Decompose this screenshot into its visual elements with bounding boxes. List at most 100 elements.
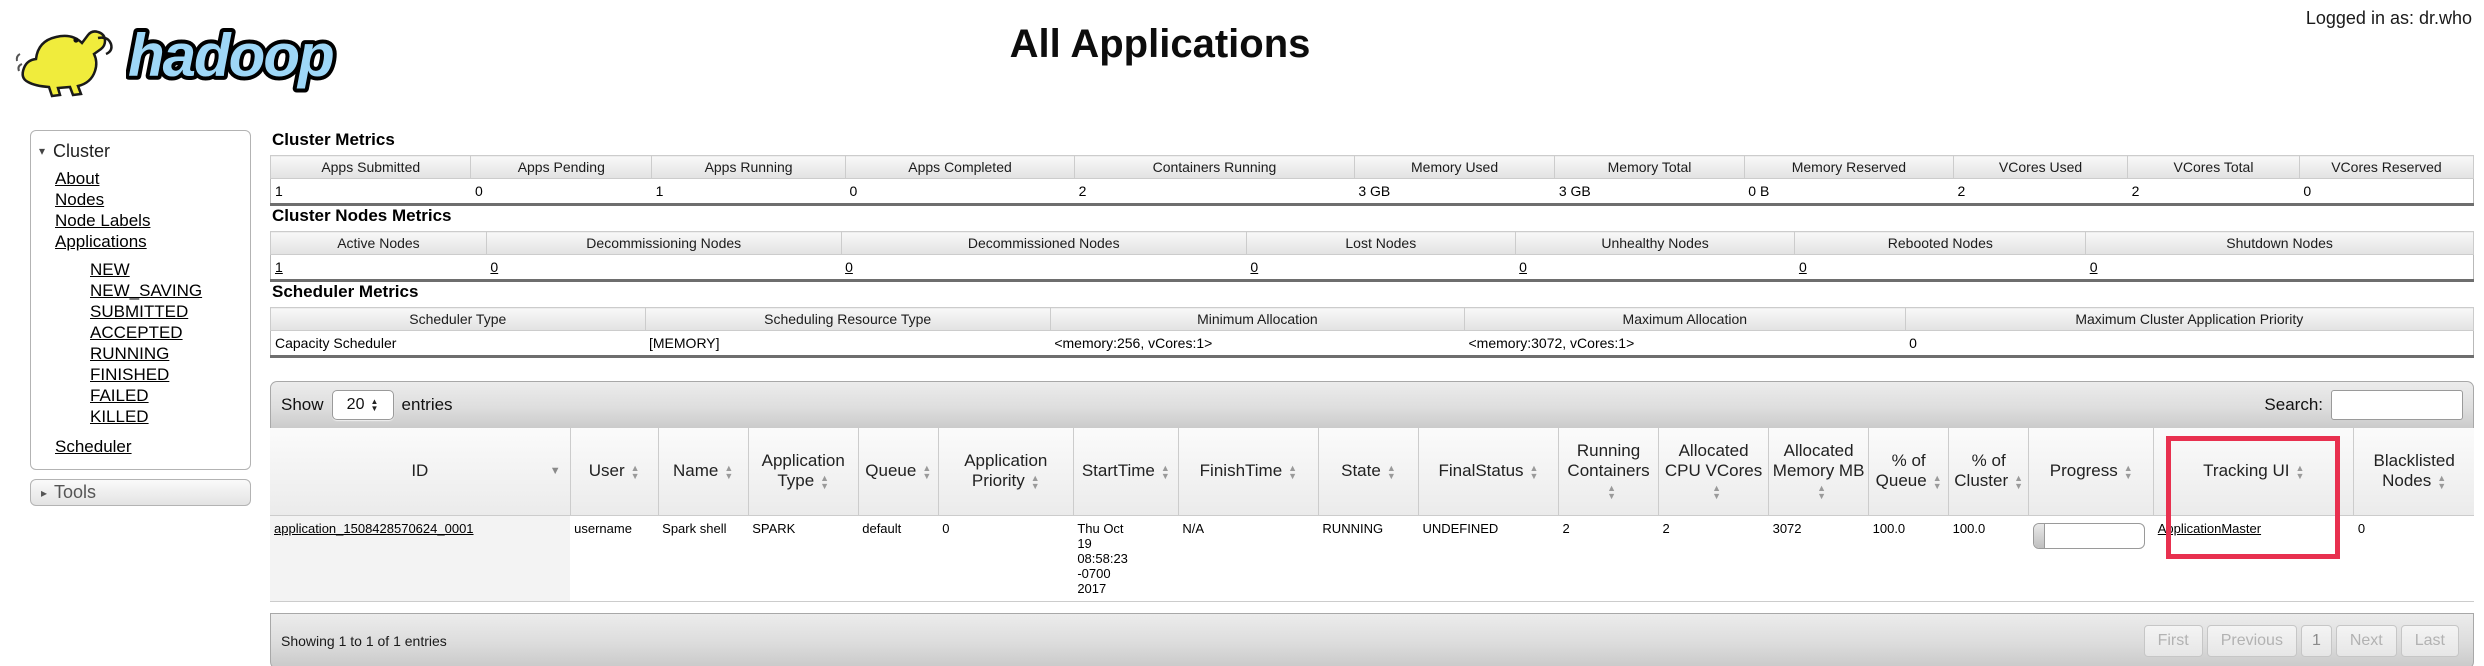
sort-icon: ▲ ▼ [1030, 472, 1040, 491]
col-header-name[interactable]: Name ▲ ▼ [657, 428, 749, 516]
metric-header: Memory Total [1554, 155, 1745, 179]
showing-entries-info: Showing 1 to 1 of 1 entries [281, 632, 447, 649]
pagination-page-1-button[interactable]: 1 [2300, 624, 2332, 657]
col-header-queue[interactable]: Queue ▲ ▼ [857, 428, 939, 516]
application-master-link[interactable]: ApplicationMaster [2157, 520, 2262, 536]
cluster-section-label: Cluster [53, 141, 111, 161]
col-header-finalstatus[interactable]: FinalStatus ▲ ▼ [1417, 428, 1559, 516]
sidebar-item-scheduler[interactable]: Scheduler [55, 437, 132, 456]
pagination-first-button[interactable]: First [2143, 624, 2203, 657]
sidebar-item-state-killed[interactable]: KILLED [90, 407, 149, 426]
metric-value: 0 [845, 178, 1075, 205]
sort-icon: ▲ ▼ [1160, 462, 1170, 481]
pagination-next-button[interactable]: Next [2335, 624, 2397, 657]
tools-section-label: Tools [54, 482, 97, 502]
cluster-metrics-table: Apps Submitted Apps Pending Apps Running… [269, 155, 2475, 206]
sidebar-item-state-new-saving[interactable]: NEW_SAVING [90, 281, 203, 300]
col-header-state[interactable]: State ▲ ▼ [1317, 428, 1419, 516]
col-header-starttime[interactable]: StartTime ▲ ▼ [1072, 428, 1179, 516]
show-label: Show [281, 395, 324, 414]
sort-icon: ▲ ▼ [1712, 482, 1722, 501]
col-header-allocated-memory-mb[interactable]: Allocated Memory MB ▲ ▼ [1768, 428, 1869, 516]
sort-icon: ▲ ▼ [820, 472, 830, 491]
col-header-user[interactable]: User ▲ ▼ [569, 428, 659, 516]
metric-header: Maximum Allocation [1464, 307, 1906, 331]
metric-value: [MEMORY] [645, 330, 1051, 357]
metric-value: <memory:256, vCores:1> [1050, 330, 1465, 357]
table-footer: Showing 1 to 1 of 1 entries First Previo… [270, 612, 2474, 666]
col-header-application-priority[interactable]: Application Priority ▲ ▼ [937, 428, 1074, 516]
main-content: Cluster Metrics Apps Submitted Apps Pend… [269, 130, 2475, 666]
svg-text:hadoop: hadoop [128, 22, 333, 89]
metric-header: Shutdown Nodes [2085, 231, 2474, 255]
decommissioned-nodes-link[interactable]: 0 [845, 259, 853, 275]
hadoop-logo: hadoop [14, 2, 426, 102]
col-header-allocated-cpu-vcores[interactable]: Allocated CPU VCores ▲ ▼ [1658, 428, 1769, 516]
cell-finalstatus: UNDEFINED [1418, 515, 1559, 602]
sidebar-section-tools[interactable]: ▸ Tools [30, 479, 251, 506]
sidebar-nav: ▾ Cluster About Nodes Node Labels Applic… [30, 130, 251, 506]
sort-desc-icon: ▼ [549, 465, 561, 478]
col-label: Application Priority [964, 451, 1048, 491]
rebooted-nodes-link[interactable]: 0 [1798, 259, 1807, 275]
sidebar-item-state-finished[interactable]: FINISHED [90, 365, 170, 384]
sidebar-item-about[interactable]: About [55, 169, 100, 188]
application-id-link[interactable]: application_1508428570624_0001 [274, 520, 474, 536]
metric-header: Scheduling Resource Type [644, 307, 1051, 331]
col-label: Allocated Memory MB [1772, 441, 1865, 481]
decommissioning-nodes-link[interactable]: 0 [490, 259, 499, 275]
active-nodes-link[interactable]: 1 [275, 259, 283, 275]
metric-header: Maximum Cluster Application Priority [1904, 307, 2475, 331]
starttime-value: Thu Oct 19 08:58:23 -0700 2017 [1077, 520, 1128, 596]
shutdown-nodes-link[interactable]: 0 [2089, 259, 2098, 275]
metric-value: <memory:3072, vCores:1> [1464, 330, 1906, 357]
cell-state: RUNNING [1318, 515, 1419, 602]
table-header-row: ID ▼ User ▲ ▼ Name ▲ ▼ Application Type ▲ ▼ Qu… [270, 428, 2474, 516]
search-input[interactable] [2331, 390, 2463, 420]
metric-value: Capacity Scheduler [270, 330, 645, 357]
col-label: % of Queue [1875, 451, 1927, 491]
col-label: Application Type [761, 451, 845, 491]
col-header-pct-of-queue[interactable]: % of Queue ▲ ▼ [1868, 428, 1949, 516]
sidebar-section-cluster[interactable]: ▾ Cluster [35, 137, 246, 168]
col-header-pct-of-cluster[interactable]: % of Cluster ▲ ▼ [1948, 428, 2029, 516]
sort-icon: ▲ ▼ [2437, 472, 2447, 491]
col-header-application-type[interactable]: Application Type ▲ ▼ [747, 428, 859, 516]
col-label: Queue [865, 461, 917, 481]
metric-value: 2 [1074, 178, 1355, 205]
metric-header: Apps Pending [470, 155, 653, 179]
sidebar-item-state-new[interactable]: NEW [90, 260, 130, 279]
metric-header: Memory Reserved [1743, 155, 1955, 179]
hadoop-elephant-icon [15, 30, 113, 98]
sidebar-item-state-failed[interactable]: FAILED [90, 386, 149, 405]
scheduler-metrics-heading: Scheduler Metrics [272, 282, 419, 301]
application-row: application_1508428570624_0001 username … [270, 515, 2474, 602]
sidebar-item-nodes[interactable]: Nodes [55, 190, 105, 209]
col-label: FinishTime [1199, 461, 1283, 481]
pagination-last-button[interactable]: Last [2400, 624, 2459, 657]
col-header-running-containers[interactable]: Running Containers ▲ ▼ [1558, 428, 1659, 516]
page-size-select[interactable]: 20 ▲ ▼ [331, 390, 394, 420]
metric-header: Apps Submitted [269, 155, 472, 179]
col-header-finishtime[interactable]: FinishTime ▲ ▼ [1177, 428, 1319, 516]
sidebar-item-state-accepted[interactable]: ACCEPTED [90, 323, 183, 342]
cell-application-type: SPARK [748, 515, 859, 602]
cell-pct-of-cluster: 100.0 [1948, 515, 2029, 602]
col-header-tracking-ui[interactable]: Tracking UI ▲ ▼ [2153, 428, 2354, 516]
col-header-blacklisted-nodes[interactable]: Blacklisted Nodes ▲ ▼ [2353, 428, 2474, 516]
sidebar-item-state-submitted[interactable]: SUBMITTED [90, 302, 189, 321]
cell-id: application_1508428570624_0001 [270, 515, 571, 602]
lost-nodes-link[interactable]: 0 [1250, 259, 1259, 275]
col-header-progress[interactable]: Progress ▲ ▼ [2028, 428, 2154, 516]
cell-tracking-ui: ApplicationMaster [2153, 515, 2354, 602]
metric-header: Apps Running [651, 155, 846, 179]
col-header-id[interactable]: ID ▼ [270, 428, 571, 516]
metric-value: 0 [1905, 330, 2474, 357]
pagination-previous-button[interactable]: Previous [2206, 624, 2297, 657]
sidebar-item-node-labels[interactable]: Node Labels [55, 211, 151, 230]
select-arrows-icon: ▲ ▼ [370, 397, 379, 413]
sidebar-item-applications[interactable]: Applications [55, 232, 147, 251]
unhealthy-nodes-link[interactable]: 0 [1519, 259, 1527, 275]
sidebar-item-state-running[interactable]: RUNNING [90, 344, 170, 363]
